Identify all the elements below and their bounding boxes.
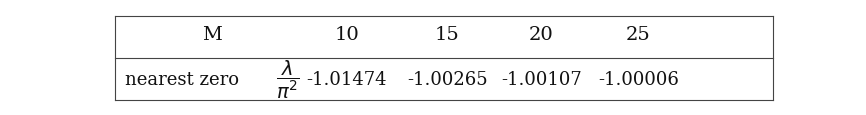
Text: M: M: [203, 26, 223, 44]
Text: nearest zero: nearest zero: [125, 70, 239, 88]
Text: -1.00265: -1.00265: [407, 70, 488, 88]
Text: 20: 20: [529, 26, 553, 44]
Text: -1.01474: -1.01474: [307, 70, 387, 88]
Text: 25: 25: [626, 26, 651, 44]
Text: -1.00107: -1.00107: [501, 70, 581, 88]
Text: 10: 10: [334, 26, 359, 44]
Text: $\dfrac{\lambda}{\pi^2}$: $\dfrac{\lambda}{\pi^2}$: [276, 58, 300, 100]
Text: 15: 15: [435, 26, 460, 44]
Text: -1.00006: -1.00006: [598, 70, 679, 88]
